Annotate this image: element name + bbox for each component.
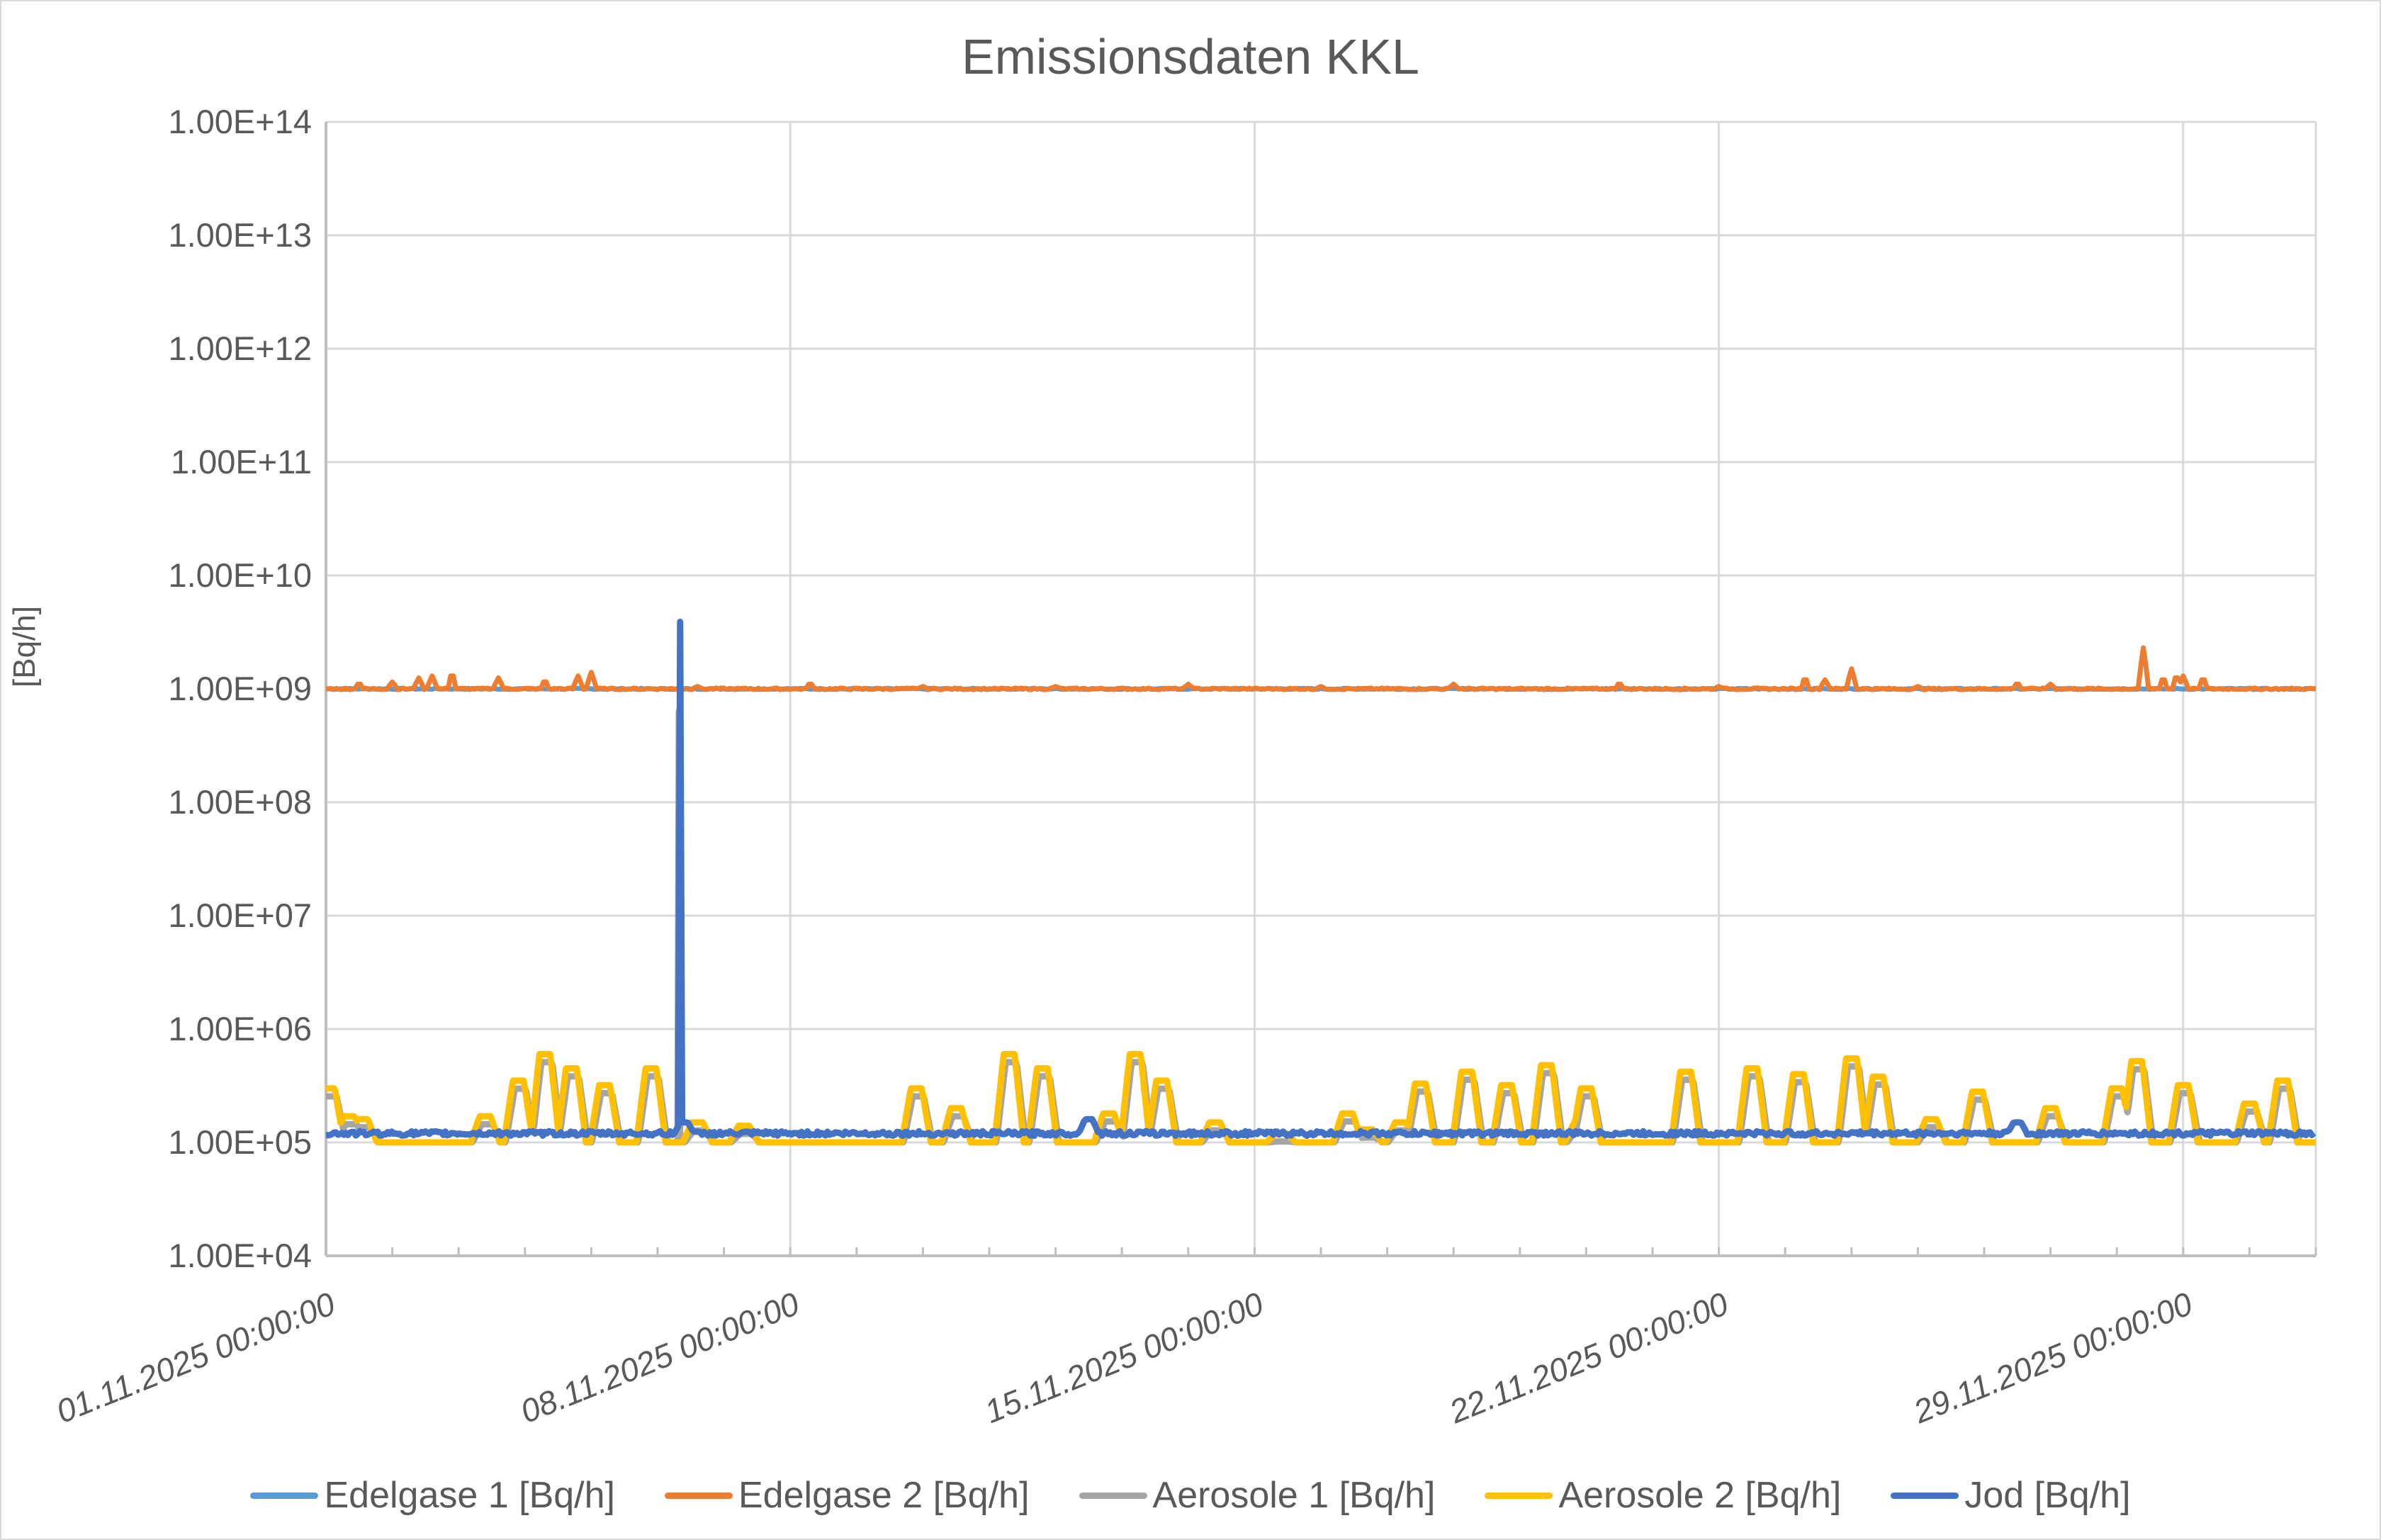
legend-item[interactable]: Aerosole 2 [Bq/h] bbox=[1485, 1474, 1841, 1517]
legend: Edelgase 1 [Bq/h] Edelgase 2 [Bq/h] Aeroso… bbox=[0, 1474, 2381, 1517]
y-tick-label: 1.00E+13 bbox=[168, 216, 312, 254]
legend-label: Aerosole 2 [Bq/h] bbox=[1558, 1475, 1842, 1516]
y-tick-label: 1.00E+12 bbox=[168, 330, 312, 367]
series-edelgase-2 bbox=[325, 645, 2317, 692]
y-tick-label: 1.00E+14 bbox=[168, 103, 312, 140]
legend-label: Jod [Bq/h] bbox=[1964, 1475, 2131, 1516]
legend-item[interactable]: Edelgase 2 [Bq/h] bbox=[665, 1474, 1030, 1517]
y-tick-label: 1.00E+08 bbox=[168, 783, 312, 821]
legend-swatch-icon bbox=[665, 1492, 733, 1499]
chart-title: Emissionsdaten KKL bbox=[962, 29, 1419, 84]
series-jod bbox=[325, 618, 2317, 1139]
y-tick-label: 1.00E+11 bbox=[170, 443, 312, 480]
y-tick-label: 1.00E+07 bbox=[168, 897, 312, 934]
legend-swatch-icon bbox=[1891, 1492, 1959, 1499]
legend-item[interactable]: Edelgase 1 [Bq/h] bbox=[250, 1474, 615, 1517]
legend-swatch-icon bbox=[1079, 1492, 1147, 1499]
legend-item[interactable]: Aerosole 1 [Bq/h] bbox=[1079, 1474, 1436, 1517]
legend-label: Edelgase 2 [Bq/h] bbox=[738, 1475, 1030, 1516]
series-aerosole-1 bbox=[324, 707, 2318, 1146]
legend-swatch-icon bbox=[1485, 1492, 1553, 1499]
legend-label: Aerosole 1 [Bq/h] bbox=[1152, 1475, 1436, 1516]
legend-label: Edelgase 1 [Bq/h] bbox=[324, 1475, 615, 1516]
legend-item[interactable]: Jod [Bq/h] bbox=[1891, 1474, 2131, 1517]
series-aerosole-2 bbox=[324, 1051, 2318, 1146]
legend-swatch-icon bbox=[250, 1492, 319, 1499]
y-tick-label: 1.00E+06 bbox=[168, 1010, 312, 1047]
y-tick-label: 1.00E+10 bbox=[168, 556, 312, 594]
y-tick-label: 1.00E+04 bbox=[168, 1237, 312, 1274]
y-tick-label: 1.00E+09 bbox=[168, 670, 312, 707]
y-tick-label: 1.00E+05 bbox=[168, 1123, 312, 1161]
